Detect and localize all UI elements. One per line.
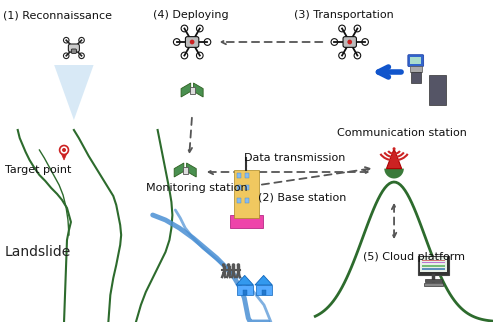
Polygon shape	[194, 83, 203, 97]
Circle shape	[348, 40, 352, 44]
FancyBboxPatch shape	[245, 185, 249, 190]
FancyBboxPatch shape	[262, 290, 266, 295]
Polygon shape	[60, 152, 68, 160]
Polygon shape	[386, 149, 402, 169]
FancyBboxPatch shape	[408, 55, 424, 67]
Text: Communication station: Communication station	[337, 128, 467, 138]
Text: (5) Cloud platform: (5) Cloud platform	[362, 252, 464, 262]
FancyBboxPatch shape	[238, 185, 242, 190]
FancyBboxPatch shape	[422, 260, 445, 261]
FancyBboxPatch shape	[72, 49, 76, 53]
FancyBboxPatch shape	[422, 265, 445, 267]
Circle shape	[62, 148, 66, 152]
Text: (1) Reconnaissance: (1) Reconnaissance	[3, 10, 112, 20]
FancyBboxPatch shape	[422, 268, 445, 270]
FancyBboxPatch shape	[420, 257, 447, 272]
FancyBboxPatch shape	[424, 279, 442, 281]
Circle shape	[392, 147, 396, 150]
FancyBboxPatch shape	[186, 37, 199, 47]
FancyBboxPatch shape	[410, 66, 422, 71]
Polygon shape	[186, 163, 196, 177]
Text: Target point: Target point	[5, 165, 71, 175]
FancyBboxPatch shape	[424, 283, 443, 286]
FancyBboxPatch shape	[245, 173, 249, 177]
Polygon shape	[255, 275, 272, 285]
FancyBboxPatch shape	[230, 215, 263, 228]
Text: Data transmission: Data transmission	[244, 153, 346, 163]
FancyBboxPatch shape	[68, 44, 80, 52]
FancyBboxPatch shape	[190, 87, 194, 94]
Text: (3) Transportation: (3) Transportation	[294, 10, 394, 20]
FancyBboxPatch shape	[237, 285, 252, 295]
Circle shape	[236, 263, 240, 267]
FancyBboxPatch shape	[422, 262, 445, 263]
FancyBboxPatch shape	[418, 256, 448, 275]
Polygon shape	[236, 275, 254, 285]
FancyBboxPatch shape	[256, 285, 272, 295]
Wedge shape	[384, 169, 404, 178]
Circle shape	[60, 146, 68, 155]
Circle shape	[246, 165, 247, 167]
Circle shape	[227, 263, 230, 267]
Polygon shape	[54, 65, 94, 120]
Circle shape	[222, 263, 226, 267]
Circle shape	[190, 40, 194, 44]
Circle shape	[246, 169, 247, 171]
FancyBboxPatch shape	[343, 37, 356, 47]
FancyBboxPatch shape	[428, 75, 446, 105]
FancyBboxPatch shape	[182, 167, 188, 174]
FancyBboxPatch shape	[411, 72, 420, 83]
FancyBboxPatch shape	[238, 173, 242, 177]
Circle shape	[232, 263, 235, 267]
Text: Monitoring station: Monitoring station	[146, 183, 248, 193]
Circle shape	[246, 161, 247, 163]
FancyBboxPatch shape	[238, 197, 242, 203]
Text: Landslide: Landslide	[5, 245, 71, 259]
Text: (2) Base station: (2) Base station	[258, 192, 346, 202]
FancyBboxPatch shape	[234, 170, 258, 217]
FancyBboxPatch shape	[243, 290, 246, 295]
Polygon shape	[181, 83, 190, 97]
Text: (4) Deploying: (4) Deploying	[152, 10, 228, 20]
FancyBboxPatch shape	[245, 197, 249, 203]
FancyBboxPatch shape	[410, 57, 422, 64]
Polygon shape	[174, 163, 184, 177]
